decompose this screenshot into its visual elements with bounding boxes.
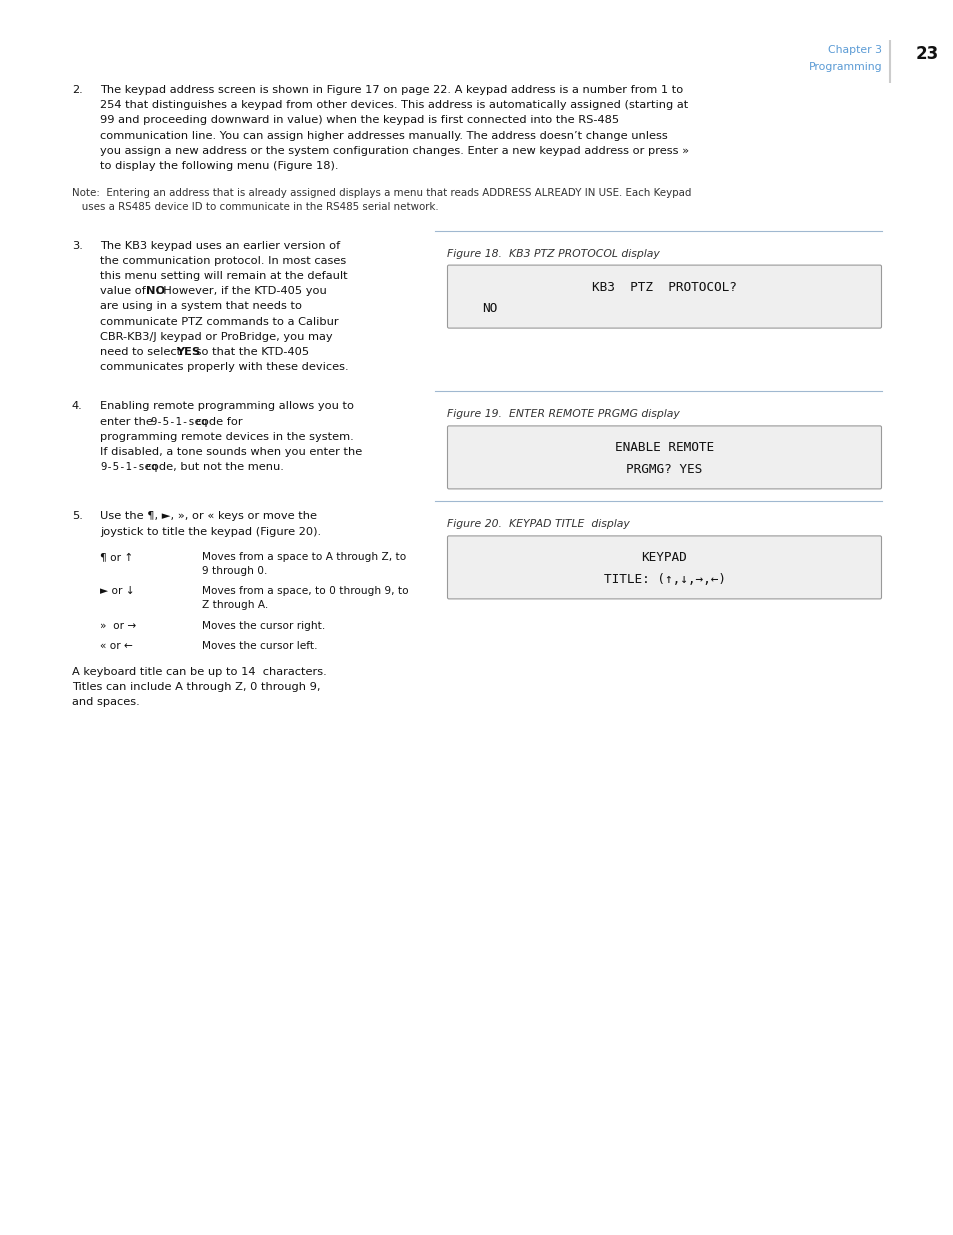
Text: Figure 18.  KB3 PTZ PROTOCOL display: Figure 18. KB3 PTZ PROTOCOL display bbox=[447, 248, 659, 258]
Text: Note:  Entering an address that is already assigned displays a menu that reads A: Note: Entering an address that is alread… bbox=[71, 188, 691, 198]
Text: the communication protocol. In most cases: the communication protocol. In most case… bbox=[100, 256, 346, 266]
Text: YES: YES bbox=[176, 347, 200, 357]
Text: 3.: 3. bbox=[71, 241, 83, 251]
FancyBboxPatch shape bbox=[447, 426, 881, 489]
Text: 9-5-1-seq: 9-5-1-seq bbox=[151, 416, 208, 426]
Text: 254 that distinguishes a keypad from other devices. This address is automaticall: 254 that distinguishes a keypad from oth… bbox=[100, 100, 687, 110]
FancyBboxPatch shape bbox=[447, 536, 881, 599]
Text: KEYPAD: KEYPAD bbox=[641, 551, 687, 564]
Text: Enabling remote programming allows you to: Enabling remote programming allows you t… bbox=[100, 401, 354, 411]
Text: Moves from a space to A through Z, to: Moves from a space to A through Z, to bbox=[202, 552, 406, 562]
Text: Titles can include A through Z, 0 through 9,: Titles can include A through Z, 0 throug… bbox=[71, 682, 320, 692]
Text: Figure 19.  ENTER REMOTE PRGMG display: Figure 19. ENTER REMOTE PRGMG display bbox=[447, 409, 679, 420]
Text: Moves the cursor right.: Moves the cursor right. bbox=[202, 621, 325, 631]
Text: 4.: 4. bbox=[71, 401, 83, 411]
Text: « or ←: « or ← bbox=[100, 641, 132, 651]
Text: ► or ↓: ► or ↓ bbox=[100, 587, 134, 597]
Text: programming remote devices in the system.: programming remote devices in the system… bbox=[100, 432, 354, 442]
Text: communicates properly with these devices.: communicates properly with these devices… bbox=[100, 362, 348, 372]
Text: Moves from a space, to 0 through 9, to: Moves from a space, to 0 through 9, to bbox=[202, 587, 408, 597]
Text: to display the following menu (Figure 18).: to display the following menu (Figure 18… bbox=[100, 161, 338, 170]
Text: joystick to title the keypad (Figure 20).: joystick to title the keypad (Figure 20)… bbox=[100, 526, 321, 536]
Text: Chapter 3: Chapter 3 bbox=[827, 44, 882, 56]
Text: code, but not the menu.: code, but not the menu. bbox=[141, 462, 283, 472]
Text: »  or →: » or → bbox=[100, 621, 136, 631]
Text: uses a RS485 device ID to communicate in the RS485 serial network.: uses a RS485 device ID to communicate in… bbox=[71, 203, 438, 212]
Text: you assign a new address or the system configuration changes. Enter a new keypad: you assign a new address or the system c… bbox=[100, 146, 688, 156]
Text: If disabled, a tone sounds when you enter the: If disabled, a tone sounds when you ente… bbox=[100, 447, 362, 457]
Text: and spaces.: and spaces. bbox=[71, 698, 139, 708]
Text: communicate PTZ commands to a Calibur: communicate PTZ commands to a Calibur bbox=[100, 316, 338, 326]
Text: 23: 23 bbox=[915, 44, 938, 63]
Text: A keyboard title can be up to 14  characters.: A keyboard title can be up to 14 charact… bbox=[71, 667, 327, 677]
Text: Use the ¶, ►, », or « keys or move the: Use the ¶, ►, », or « keys or move the bbox=[100, 511, 316, 521]
Text: 9-5-1-seq: 9-5-1-seq bbox=[100, 462, 157, 472]
Text: The KB3 keypad uses an earlier version of: The KB3 keypad uses an earlier version o… bbox=[100, 241, 340, 251]
FancyBboxPatch shape bbox=[447, 266, 881, 329]
Text: NO: NO bbox=[146, 287, 165, 296]
Text: The keypad address screen is shown in Figure 17 on page 22. A keypad address is : The keypad address screen is shown in Fi… bbox=[100, 85, 682, 95]
Text: KB3  PTZ  PROTOCOL?: KB3 PTZ PROTOCOL? bbox=[592, 280, 736, 294]
Text: 5.: 5. bbox=[71, 511, 83, 521]
Text: ENABLE REMOTE: ENABLE REMOTE bbox=[615, 441, 713, 454]
Text: are using in a system that needs to: are using in a system that needs to bbox=[100, 301, 302, 311]
Text: this menu setting will remain at the default: this menu setting will remain at the def… bbox=[100, 270, 347, 282]
Text: TITLE: (↑,↓,→,←): TITLE: (↑,↓,→,←) bbox=[603, 573, 724, 587]
Text: 9 through 0.: 9 through 0. bbox=[202, 566, 267, 576]
Text: so that the KTD-405: so that the KTD-405 bbox=[192, 347, 309, 357]
Text: Figure 20.  KEYPAD TITLE  display: Figure 20. KEYPAD TITLE display bbox=[447, 520, 629, 530]
Text: need to select: need to select bbox=[100, 347, 185, 357]
Text: value of: value of bbox=[100, 287, 150, 296]
Text: Z through A.: Z through A. bbox=[202, 600, 268, 610]
Text: CBR-KB3/J keypad or ProBridge, you may: CBR-KB3/J keypad or ProBridge, you may bbox=[100, 332, 333, 342]
Text: code for: code for bbox=[193, 416, 243, 426]
Text: Programming: Programming bbox=[807, 62, 882, 72]
Text: ¶ or ↑: ¶ or ↑ bbox=[100, 552, 133, 562]
Text: enter the: enter the bbox=[100, 416, 156, 426]
Text: . However, if the KTD-405 you: . However, if the KTD-405 you bbox=[155, 287, 326, 296]
Text: 2.: 2. bbox=[71, 85, 83, 95]
Text: 99 and proceeding downward in value) when the keypad is first connected into the: 99 and proceeding downward in value) whe… bbox=[100, 115, 618, 126]
Text: PRGMG? YES: PRGMG? YES bbox=[626, 463, 702, 477]
Text: communication line. You can assign higher addresses manually. The address doesn’: communication line. You can assign highe… bbox=[100, 131, 667, 141]
Text: NO: NO bbox=[481, 301, 497, 315]
Text: Moves the cursor left.: Moves the cursor left. bbox=[202, 641, 317, 651]
